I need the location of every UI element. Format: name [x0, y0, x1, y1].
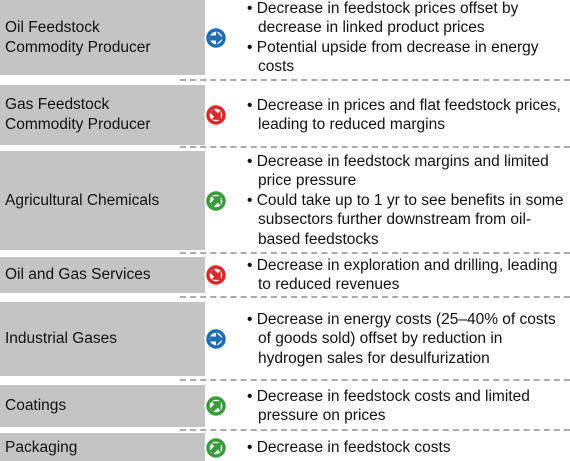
label-cell: Gas Feedstock Commodity Producer — [0, 85, 205, 145]
bullet-list: Decrease in prices and flat feedstock pr… — [247, 85, 564, 145]
bullet: Decrease in feedstock costs and limited … — [247, 387, 564, 426]
row-label: Coatings — [5, 397, 67, 414]
label-cell: Agricultural Chemicals — [0, 151, 205, 250]
bullet-list: Decrease in feedstock costs — [247, 433, 564, 461]
row: Coatings Decrease in feedstock costs and … — [0, 385, 570, 427]
bullet: Decrease in feedstock costs — [247, 438, 564, 458]
row-label: Oil and Gas Services — [5, 266, 151, 283]
separator — [180, 146, 570, 148]
trend-icon — [203, 262, 229, 288]
bullet-list: Decrease in feedstock costs and limited … — [247, 385, 564, 427]
separator — [180, 252, 570, 254]
bullet: Decrease in feedstock prices offset by d… — [247, 0, 564, 38]
row-label: Gas Feedstock Commodity Producer — [5, 96, 151, 133]
row: Packaging Decrease in feedstock costs — [0, 433, 570, 461]
row: Agricultural Chemicals Decrease in feedst… — [0, 151, 570, 250]
separator — [180, 379, 570, 381]
trend-icon — [203, 326, 229, 352]
row-label: Packaging — [5, 439, 78, 456]
arrow-icon — [204, 436, 228, 460]
bullet-list: Decrease in feedstock margins and limite… — [247, 151, 564, 250]
label-cell: Coatings — [0, 385, 205, 427]
bullet: Decrease in feedstock margins and limite… — [247, 152, 564, 191]
label-cell: Industrial Gases — [0, 302, 205, 376]
bullet: Decrease in prices and flat feedstock pr… — [247, 96, 564, 135]
label-cell: Packaging — [0, 433, 205, 461]
trend-icon — [203, 393, 229, 419]
separator — [180, 79, 570, 81]
row: Oil and Gas Services Decrease in explorat… — [0, 257, 570, 293]
label-cell: Oil Feedstock Commodity Producer — [0, 0, 205, 75]
bullet: Decrease in exploration and drilling, le… — [247, 256, 564, 295]
arrow-icon — [204, 26, 228, 49]
row: Oil Feedstock Commodity Producer Decrease… — [0, 0, 570, 75]
bullet: Potential upside from decrease in energy… — [247, 38, 564, 77]
bullet: Decrease in energy costs (25–40% of cost… — [247, 310, 564, 369]
row-label: Agricultural Chemicals — [5, 191, 160, 209]
separator — [180, 429, 570, 431]
bullet-list: Decrease in feedstock prices offset by d… — [247, 0, 564, 75]
row-label: Industrial Gases — [5, 330, 117, 347]
arrow-icon — [204, 394, 228, 418]
label-cell: Oil and Gas Services — [0, 257, 205, 293]
trend-icon — [203, 25, 229, 51]
arrow-icon — [204, 327, 228, 351]
bullet-list: Decrease in energy costs (25–40% of cost… — [247, 302, 564, 376]
trend-icon — [203, 102, 229, 128]
arrow-icon — [204, 103, 228, 127]
arrow-icon — [204, 189, 228, 212]
bullet-list: Decrease in exploration and drilling, le… — [247, 256, 564, 295]
bullet: Could take up to 1 yr to see benefits in… — [247, 191, 564, 250]
separator — [180, 296, 570, 298]
row: Industrial Gases Decrease in energy costs… — [0, 302, 570, 376]
trend-icon — [203, 188, 229, 214]
trend-icon — [203, 435, 229, 461]
row-label: Oil Feedstock Commodity Producer — [5, 18, 151, 56]
arrow-icon — [204, 263, 228, 287]
row: Gas Feedstock Commodity Producer Decrease… — [0, 85, 570, 145]
